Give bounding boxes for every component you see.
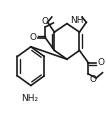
Text: NH: NH [71, 16, 84, 25]
Text: O: O [98, 58, 105, 67]
Text: O: O [42, 17, 49, 26]
Text: O: O [89, 75, 96, 84]
Text: O: O [29, 34, 36, 42]
Text: NH₂: NH₂ [21, 94, 38, 103]
